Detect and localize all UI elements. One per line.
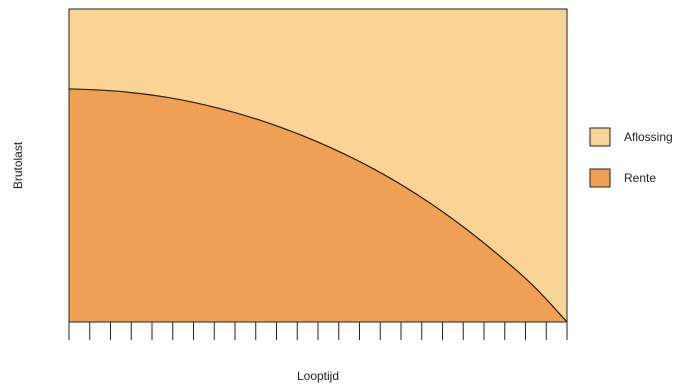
- rente-boundary-line: [68, 88, 568, 323]
- legend-swatch-rente: [589, 168, 611, 188]
- y-axis-label: Brutolast: [11, 141, 25, 189]
- area-rente: [69, 88, 567, 322]
- legend-swatch-aflossing: [589, 127, 611, 147]
- x-axis-label: Looptijd: [297, 369, 339, 383]
- x-ticks: [68, 322, 568, 340]
- plot-area: [68, 8, 568, 323]
- legend-label-rente: Rente: [624, 171, 656, 185]
- legend: Aflossing Rente: [589, 127, 673, 188]
- x-axis: [68, 321, 568, 340]
- legend-label-aflossing: Aflossing: [624, 130, 673, 144]
